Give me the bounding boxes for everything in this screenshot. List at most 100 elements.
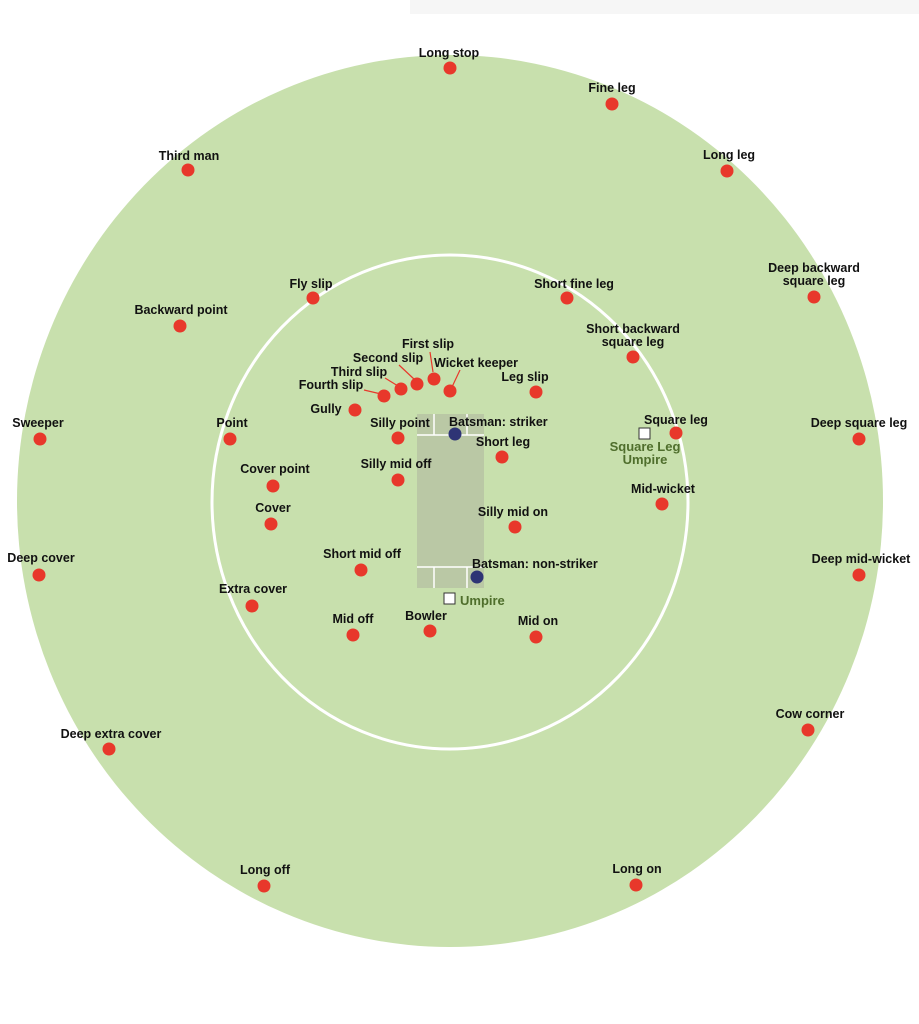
short-backward-square-leg-label: Short backward [586,322,680,336]
extra-cover-marker [245,599,259,613]
fielder-cover: Cover [255,501,291,531]
long-off-marker [257,879,271,893]
mid-wicket-label: Mid-wicket [631,482,696,496]
backward-point-marker [173,319,187,333]
leader-second-slip [398,364,416,381]
fielder-fine-leg: Fine leg [588,81,636,111]
fielder-short-leg: Short leg [476,435,530,464]
pitch-strip [417,414,484,588]
fielder-sweeper: Sweeper [12,416,64,446]
square-leg-umpire-label: Square Leg [610,439,681,454]
short-fine-leg-label: Short fine leg [534,277,614,291]
third-slip-marker [394,382,408,396]
mid-off-marker [346,628,360,642]
fielder-long-on: Long on [612,862,662,892]
deep-backward-square-leg-label: Deep backward [768,261,860,275]
short-backward-square-leg-marker [626,350,640,364]
sweeper-marker [33,432,47,446]
deep-square-leg-label: Deep square leg [811,416,908,430]
silly-mid-on-marker [508,520,522,534]
long-on-label: Long on [612,862,661,876]
fielder-deep-cover: Deep cover [7,551,75,582]
fine-leg-label: Fine leg [588,81,635,95]
deep-square-leg-marker [852,432,866,446]
leg-slip-label: Leg slip [501,370,549,384]
fielder-second-slip: Second slip [353,351,424,391]
third-man-marker [181,163,195,177]
fly-slip-marker [306,291,320,305]
fielder-deep-extra-cover: Deep extra cover [61,727,162,756]
short-leg-label: Short leg [476,435,530,449]
pitch [417,414,484,588]
silly-mid-off-marker [391,473,405,487]
fielder-wicket-keeper: Wicket keeper [434,356,518,398]
leader-wicket-keeper [451,369,461,388]
umpire-marker [443,592,456,605]
top-band [410,0,919,14]
deep-extra-cover-label: Deep extra cover [61,727,162,741]
fielders: Long stop Fine leg Long leg Third man Deep b… [7,46,911,893]
square-leg-umpire-label: Umpire [623,452,668,467]
long-leg-label: Long leg [703,148,755,162]
fielder-third-man: Third man [159,149,219,177]
fielder-bowler: Bowler [405,609,447,638]
fielder-silly-point: Silly point [370,416,431,445]
extra-cover-label: Extra cover [219,582,287,596]
long-off-label: Long off [240,863,291,877]
long-leg-marker [720,164,734,178]
silly-point-label: Silly point [370,416,431,430]
fine-leg-marker [605,97,619,111]
square-leg-marker [669,426,683,440]
fielder-cow-corner: Cow corner [776,707,845,737]
deep-mid-wicket-label: Deep mid-wicket [812,552,911,566]
deep-backward-square-leg-label: square leg [783,274,846,288]
fourth-slip-label: Fourth slip [299,378,364,392]
mid-off-label: Mid off [333,612,375,626]
gully-label: Gully [310,402,341,416]
fielder-short-fine-leg: Short fine leg [534,277,614,305]
bowler-label: Bowler [405,609,447,623]
second-slip-label: Second slip [353,351,424,365]
short-backward-square-leg-label: square leg [602,335,665,349]
leader-third-slip [384,377,399,387]
cover-label: Cover [255,501,291,515]
fielder-square-leg: Square leg [644,413,708,440]
fielder-point: Point [216,416,248,446]
first-slip-marker [427,372,441,386]
square-leg-umpire-marker [638,427,651,440]
deep-extra-cover-marker [102,742,116,756]
cover-point-marker [266,479,280,493]
batsman-striker: Batsman: striker [448,415,548,441]
batsmen-and-umpires: Batsman: striker Batsman: non-striker Squa… [443,415,681,608]
fielder-deep-mid-wicket: Deep mid-wicket [812,552,911,582]
inner-circle [210,253,690,751]
mid-wicket-marker [655,497,669,511]
fielder-long-leg: Long leg [703,148,755,178]
cow-corner-label: Cow corner [776,707,845,721]
point-label: Point [216,416,248,430]
leg-slip-marker [529,385,543,399]
fielder-silly-mid-on: Silly mid on [478,505,548,534]
wicket-keeper-label: Wicket keeper [434,356,518,370]
silly-mid-on-label: Silly mid on [478,505,548,519]
short-mid-off-marker [354,563,368,577]
deep-cover-label: Deep cover [7,551,75,565]
fielder-deep-square-leg: Deep square leg [811,416,908,446]
fielder-long-stop: Long stop [419,46,480,75]
third-slip-label: Third slip [331,365,388,379]
batsman-non-striker: Batsman: non-striker [470,557,598,584]
fielder-leg-slip: Leg slip [501,370,549,399]
short-leg-marker [495,450,509,464]
short-mid-off-label: Short mid off [323,547,402,561]
fielder-gully: Gully [310,402,362,417]
cover-point-label: Cover point [240,462,310,476]
fielder-mid-wicket: Mid-wicket [631,482,696,511]
deep-cover-marker [32,568,46,582]
square-leg-label: Square leg [644,413,708,427]
batsman-striker-marker [448,427,462,441]
batsman-striker-label: Batsman: striker [449,415,548,429]
